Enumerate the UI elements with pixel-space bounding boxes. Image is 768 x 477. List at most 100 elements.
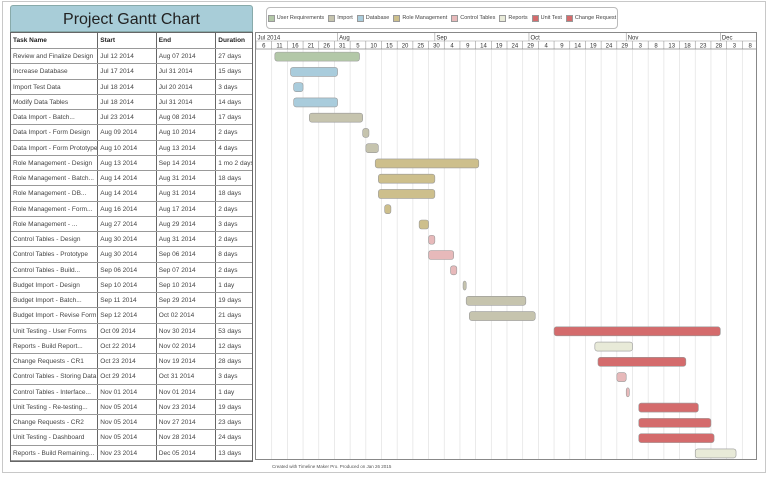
table-row: Increase Database Jul 17 2014 Jul 31 2014 1… [11,64,252,80]
cell-start: Nov 01 2014 [98,384,157,399]
gantt-area: 6 11 16 21 26 31 5 10 15 20 25 30 4 9 14 19 24 29 4 9 14 19 24… [255,32,757,460]
table-row: Control Tables - Prototype Aug 30 2014 Sep… [11,247,252,263]
cell-end: Aug 31 2014 [157,186,217,201]
legend: User Requirements Import Database Role Mana… [266,7,618,29]
cell-duration: 53 days [218,327,242,335]
task-bar [625,387,630,398]
tick-label: 29 [621,44,628,50]
task-bar [465,295,527,306]
cell-name: Increase Database [11,64,99,79]
cell-duration: 19 days [218,403,242,411]
legend-label: User Requirements [276,15,325,21]
cell-start: Jul 18 2014 [98,79,157,94]
tick-label: 25 [417,44,424,50]
cell-end: Aug 31 2014 [157,171,217,186]
cell-duration: 27 days [218,53,242,60]
cell-end: Sep 06 2014 [157,247,217,262]
table-row: Data Import - Form Design Aug 09 2014 Aug … [11,125,252,141]
legend-swatch [328,14,336,22]
cell-name: Role Management - ... [11,216,99,231]
cell-end: Aug 10 2014 [157,125,217,140]
cell-start: Sep 11 2014 [98,293,157,308]
legend-item: Change Request [565,14,617,22]
cell-duration: 13 days [218,449,242,457]
legend-label: Unit Test [540,15,562,21]
cell-name: Control Tables - Storing Data [11,369,99,384]
task-bar [418,219,429,230]
tick-label: 19 [590,44,597,50]
task-bar [384,204,392,215]
cell-start: Sep 06 2014 [98,262,157,277]
cell-duration: 12 days [218,342,242,350]
cell-name: Reports - Build Remaining... [11,445,99,460]
cell-duration: 3 days [218,373,238,381]
table-row: Role Management - Batch... Aug 14 2014 Aug… [11,171,252,187]
task-bar [638,433,715,443]
cell-start: Aug 13 2014 [98,155,157,170]
legend-item: Role Management [393,14,447,22]
table-row: Control Tables - Build... Sep 06 2014 Sep … [11,262,252,278]
cell-end: Jul 31 2014 [157,94,217,109]
tick-label: 14 [480,44,487,50]
tick-label: 8 [748,44,752,50]
tick-label: 15 [386,44,393,50]
cell-name: Unit Testing - Re-testing... [11,399,99,414]
cell-duration: 21 days [218,312,242,320]
tick-label: 23 [700,44,707,50]
gantt-svg: 6 11 16 21 26 31 5 10 15 20 25 30 4 9 14 19 24 29 4 9 14 19 24… [256,33,756,459]
legend-label: Change Request [574,15,617,21]
legend-swatch [267,14,275,22]
footer-credit: Created with Timeline Maker Pro. Produce… [272,464,392,469]
cell-end: Nov 28 2014 [157,430,217,445]
task-bar [450,265,458,276]
cell-end: Nov 19 2014 [157,354,217,369]
cell-end: Jul 31 2014 [157,64,217,79]
legend-swatch [531,14,539,22]
cell-start: Aug 16 2014 [98,201,157,216]
cell-name: Data Import - Batch... [11,110,99,125]
header-task-name: Task Name [11,33,99,48]
cell-start: Aug 14 2014 [98,171,157,186]
cell-start: Nov 05 2014 [98,430,157,445]
task-bar [365,143,379,153]
cell-name: Review and Finalize Design [11,49,99,64]
cell-name: Reports - Build Report... [11,338,99,353]
legend-item: Reports [499,14,528,22]
table-row: Reports - Build Report... Oct 22 2014 Nov … [11,338,252,354]
task-bar [293,97,338,108]
cell-start: Jul 23 2014 [98,110,157,125]
cell-start: Aug 14 2014 [98,186,157,201]
cell-end: Sep 29 2014 [157,293,217,308]
task-bar [428,234,436,245]
tick-label: 18 [684,44,691,50]
header-end: End [157,33,217,48]
cell-start: Sep 12 2014 [98,308,157,323]
cell-duration: 3 days [218,83,238,91]
cell-duration: 18 days [218,190,242,198]
cell-start: Oct 09 2014 [98,323,157,338]
cell-end: Nov 30 2014 [157,323,217,338]
month-label: Nov [628,36,639,42]
table-row: Modify Data Tables Jul 18 2014 Jul 31 2014… [11,94,252,110]
table-row: Budget Import - Design Sep 10 2014 Sep 10 … [11,277,252,293]
task-bar [616,372,627,382]
cell-name: Change Requests - CR1 [11,354,99,369]
month-label: Jul 2014 [258,36,281,42]
page-title: Project Gantt Chart [10,5,253,32]
month-label: Oct [530,36,540,42]
table-row: Change Requests - CR1 Oct 23 2014 Nov 19 2… [11,354,252,370]
tick-label: 13 [668,44,675,50]
cell-start: Oct 29 2014 [98,369,157,384]
tick-label: 28 [715,44,722,50]
task-bar [694,448,737,459]
task-bar [638,418,712,428]
task-bar [553,326,721,337]
cell-end: Aug 07 2014 [157,49,217,64]
table-row: Role Management - ... Aug 27 2014 Aug 29 2… [11,216,252,232]
cell-duration: 2 days [218,266,238,274]
cell-end: Sep 14 2014 [157,155,217,170]
tick-label: 10 [370,44,377,50]
cell-end: Aug 29 2014 [157,216,217,231]
tick-label: 5 [356,44,360,50]
cell-end: Aug 13 2014 [157,140,217,155]
